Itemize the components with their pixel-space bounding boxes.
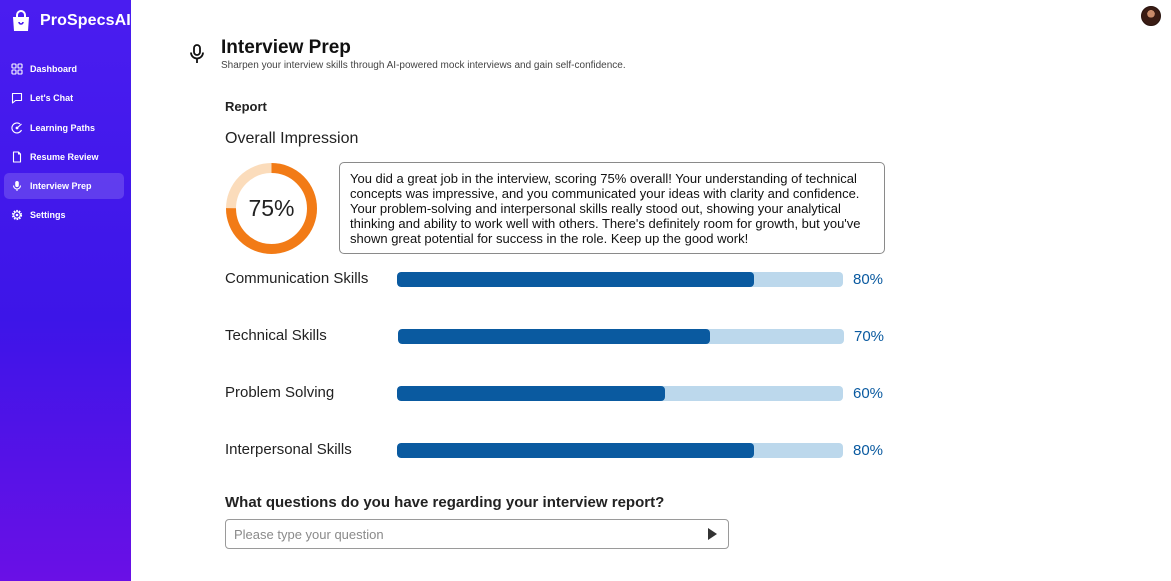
sidebar: ProSpecsAI Dashboard Let's Chat Learning… xyxy=(0,0,131,581)
shopping-bag-logo-icon xyxy=(10,10,32,32)
question-input[interactable] xyxy=(234,520,694,548)
question-prompt: What questions do you have regarding you… xyxy=(225,494,665,511)
sidebar-item-label: Let's Chat xyxy=(30,93,74,104)
microphone-icon xyxy=(190,44,204,63)
brand[interactable]: ProSpecsAI xyxy=(10,10,131,32)
skill-percent-technical: 70% xyxy=(854,328,885,345)
sidebar-item-interview-prep[interactable]: Interview Prep xyxy=(4,173,124,200)
sidebar-item-label: Learning Paths xyxy=(30,122,96,133)
question-input-box xyxy=(225,519,729,549)
overall-score-donut xyxy=(226,163,317,254)
user-avatar[interactable] xyxy=(1141,6,1161,26)
sidebar-item-label: Resume Review xyxy=(30,151,99,162)
sidebar-nav: Dashboard Let's Chat Learning Paths Resu… xyxy=(4,56,124,232)
brand-name: ProSpecsAI xyxy=(40,12,131,29)
skill-label-interpersonal: Interpersonal Skills xyxy=(225,441,352,458)
skill-bar-track-problem-solving xyxy=(397,386,843,401)
skill-bar-fill-communication xyxy=(397,272,754,287)
skill-bar-fill-technical xyxy=(398,329,711,344)
sidebar-item-settings[interactable]: Settings xyxy=(4,202,124,228)
send-button[interactable] xyxy=(704,526,720,542)
page-title: Interview Prep xyxy=(221,37,351,58)
sidebar-item-label: Interview Prep xyxy=(30,181,92,192)
report-summary: You did a great job in the interview, sc… xyxy=(339,162,885,254)
learning-path-icon xyxy=(11,122,23,134)
skill-percent-interpersonal: 80% xyxy=(853,442,884,459)
sidebar-item-lets-chat[interactable]: Let's Chat xyxy=(4,85,124,111)
skill-label-communication: Communication Skills xyxy=(225,270,369,287)
skill-bar-track-technical xyxy=(398,329,844,344)
chat-bubble-icon xyxy=(11,93,23,104)
dashboard-grid-icon xyxy=(11,63,23,75)
skill-label-technical: Technical Skills xyxy=(225,327,327,344)
report-section-label: Report xyxy=(225,99,267,114)
sidebar-item-learning-paths[interactable]: Learning Paths xyxy=(4,115,124,141)
document-icon xyxy=(12,151,22,163)
sidebar-item-dashboard[interactable]: Dashboard xyxy=(4,56,124,82)
page-subtitle: Sharpen your interview skills through AI… xyxy=(221,60,626,71)
gear-icon xyxy=(11,210,23,221)
skill-label-problem-solving: Problem Solving xyxy=(225,384,335,401)
sidebar-item-resume-review[interactable]: Resume Review xyxy=(4,144,124,170)
skill-bar-fill-problem-solving xyxy=(397,386,665,401)
skill-bar-track-interpersonal xyxy=(397,443,843,458)
microphone-icon xyxy=(12,181,22,192)
skill-bar-fill-interpersonal xyxy=(397,443,754,458)
skill-bar-track-communication xyxy=(397,272,843,287)
donut-progress-arc xyxy=(226,163,317,254)
skill-percent-communication: 80% xyxy=(853,271,884,288)
sidebar-item-label: Dashboard xyxy=(30,64,78,74)
overall-impression-label: Overall Impression xyxy=(225,130,359,147)
sidebar-item-label: Settings xyxy=(30,210,66,221)
play-send-icon xyxy=(708,528,717,540)
skill-percent-problem-solving: 60% xyxy=(853,385,884,402)
overall-score-value: 75% xyxy=(248,195,295,221)
